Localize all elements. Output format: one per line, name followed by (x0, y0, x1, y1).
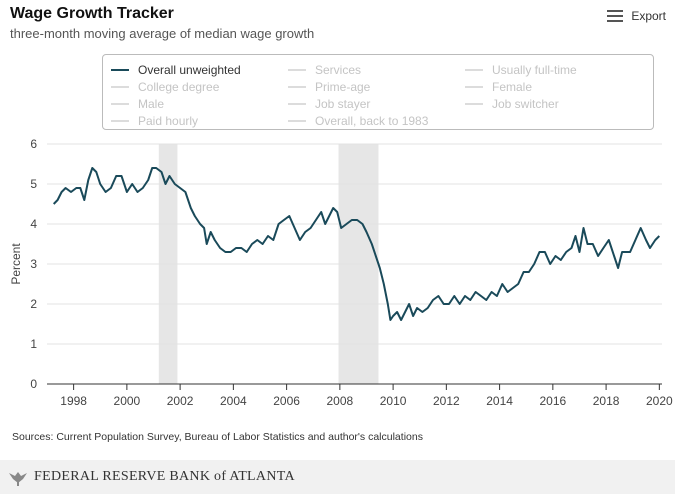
legend-swatch (111, 103, 129, 105)
x-tick-label: 2016 (539, 394, 566, 408)
legend-item-paid-hourly[interactable]: Paid hourly (111, 114, 198, 128)
x-tick-label: 2008 (327, 394, 354, 408)
legend-swatch (465, 86, 483, 88)
legend-swatch (111, 120, 129, 122)
legend-label: Overall, back to 1983 (315, 114, 429, 128)
x-tick-label: 2004 (220, 394, 247, 408)
chart-subtitle: three-month moving average of median wag… (10, 26, 315, 41)
x-tick-label: 2006 (273, 394, 300, 408)
series-line (52, 167, 661, 321)
export-label: Export (631, 9, 666, 23)
legend-item-prime-age[interactable]: Prime-age (288, 80, 370, 94)
x-tick-label: 1998 (60, 394, 87, 408)
eagle-logo-icon (9, 472, 27, 486)
legend-label: Prime-age (315, 80, 371, 94)
legend-item-overall-unweighted[interactable]: Overall unweighted (111, 63, 241, 77)
legend-label: Job switcher (492, 97, 559, 111)
legend-item-job-stayer[interactable]: Job stayer (288, 97, 370, 111)
x-tick-label: 2010 (380, 394, 407, 408)
legend-item-services[interactable]: Services (288, 63, 361, 77)
y-tick-label: 4 (30, 217, 37, 231)
legend-item-overall-back-to-1983[interactable]: Overall, back to 1983 (288, 114, 428, 128)
legend-label: Paid hourly (138, 114, 199, 128)
legend-item-job-switcher[interactable]: Job switcher (465, 97, 559, 111)
legend-swatch (288, 120, 306, 122)
legend-label: Services (315, 63, 362, 77)
x-tick-label: 2018 (593, 394, 620, 408)
y-axis-label: Percent (9, 243, 23, 285)
x-tick-label: 2000 (114, 394, 141, 408)
legend-label: Usually full-time (492, 63, 577, 77)
legend-swatch (111, 69, 129, 71)
chart-area: 0 1 2 3 4 5 6 1998 2000 2002 2004 2006 2008 2010 2012 2… (9, 137, 673, 408)
legend-swatch (288, 69, 306, 71)
y-tick-label: 5 (30, 177, 37, 191)
legend-label: Job stayer (315, 97, 371, 111)
y-tick-label: 0 (30, 377, 37, 391)
legend-label: Male (138, 97, 165, 111)
legend-label: Overall unweighted (138, 63, 241, 77)
legend-swatch (465, 103, 483, 105)
legend: Overall unweighted College degree Male P… (102, 54, 654, 130)
legend-item-female[interactable]: Female (465, 80, 532, 94)
legend-item-male[interactable]: Male (111, 97, 164, 111)
y-tick-label: 6 (30, 137, 37, 151)
x-tick-label: 2014 (486, 394, 513, 408)
y-tick-label: 2 (30, 297, 37, 311)
legend-swatch (111, 86, 129, 88)
bank-name: FEDERAL RESERVE BANK of ATLANTA (34, 469, 295, 484)
legend-item-usually-full-time[interactable]: Usually full-time (465, 63, 577, 77)
chart-title: Wage Growth Tracker (10, 5, 174, 22)
export-button[interactable]: Export (607, 9, 666, 23)
legend-swatch (288, 86, 306, 88)
y-tick-label: 3 (30, 257, 37, 271)
x-tick-label: 2002 (167, 394, 194, 408)
legend-label: College degree (138, 80, 220, 94)
x-tick-label: 2012 (433, 394, 460, 408)
menu-icon (607, 10, 624, 22)
footer: FEDERAL RESERVE BANK of ATLANTA (0, 460, 675, 494)
legend-label: Female (492, 80, 533, 94)
y-tick-label: 1 (30, 337, 37, 351)
legend-item-college-degree[interactable]: College degree (111, 80, 219, 94)
legend-swatch (288, 103, 306, 105)
x-tick-label: 2020 (646, 394, 673, 408)
legend-swatch (465, 69, 483, 71)
source-note: Sources: Current Population Survey, Bure… (12, 431, 423, 443)
